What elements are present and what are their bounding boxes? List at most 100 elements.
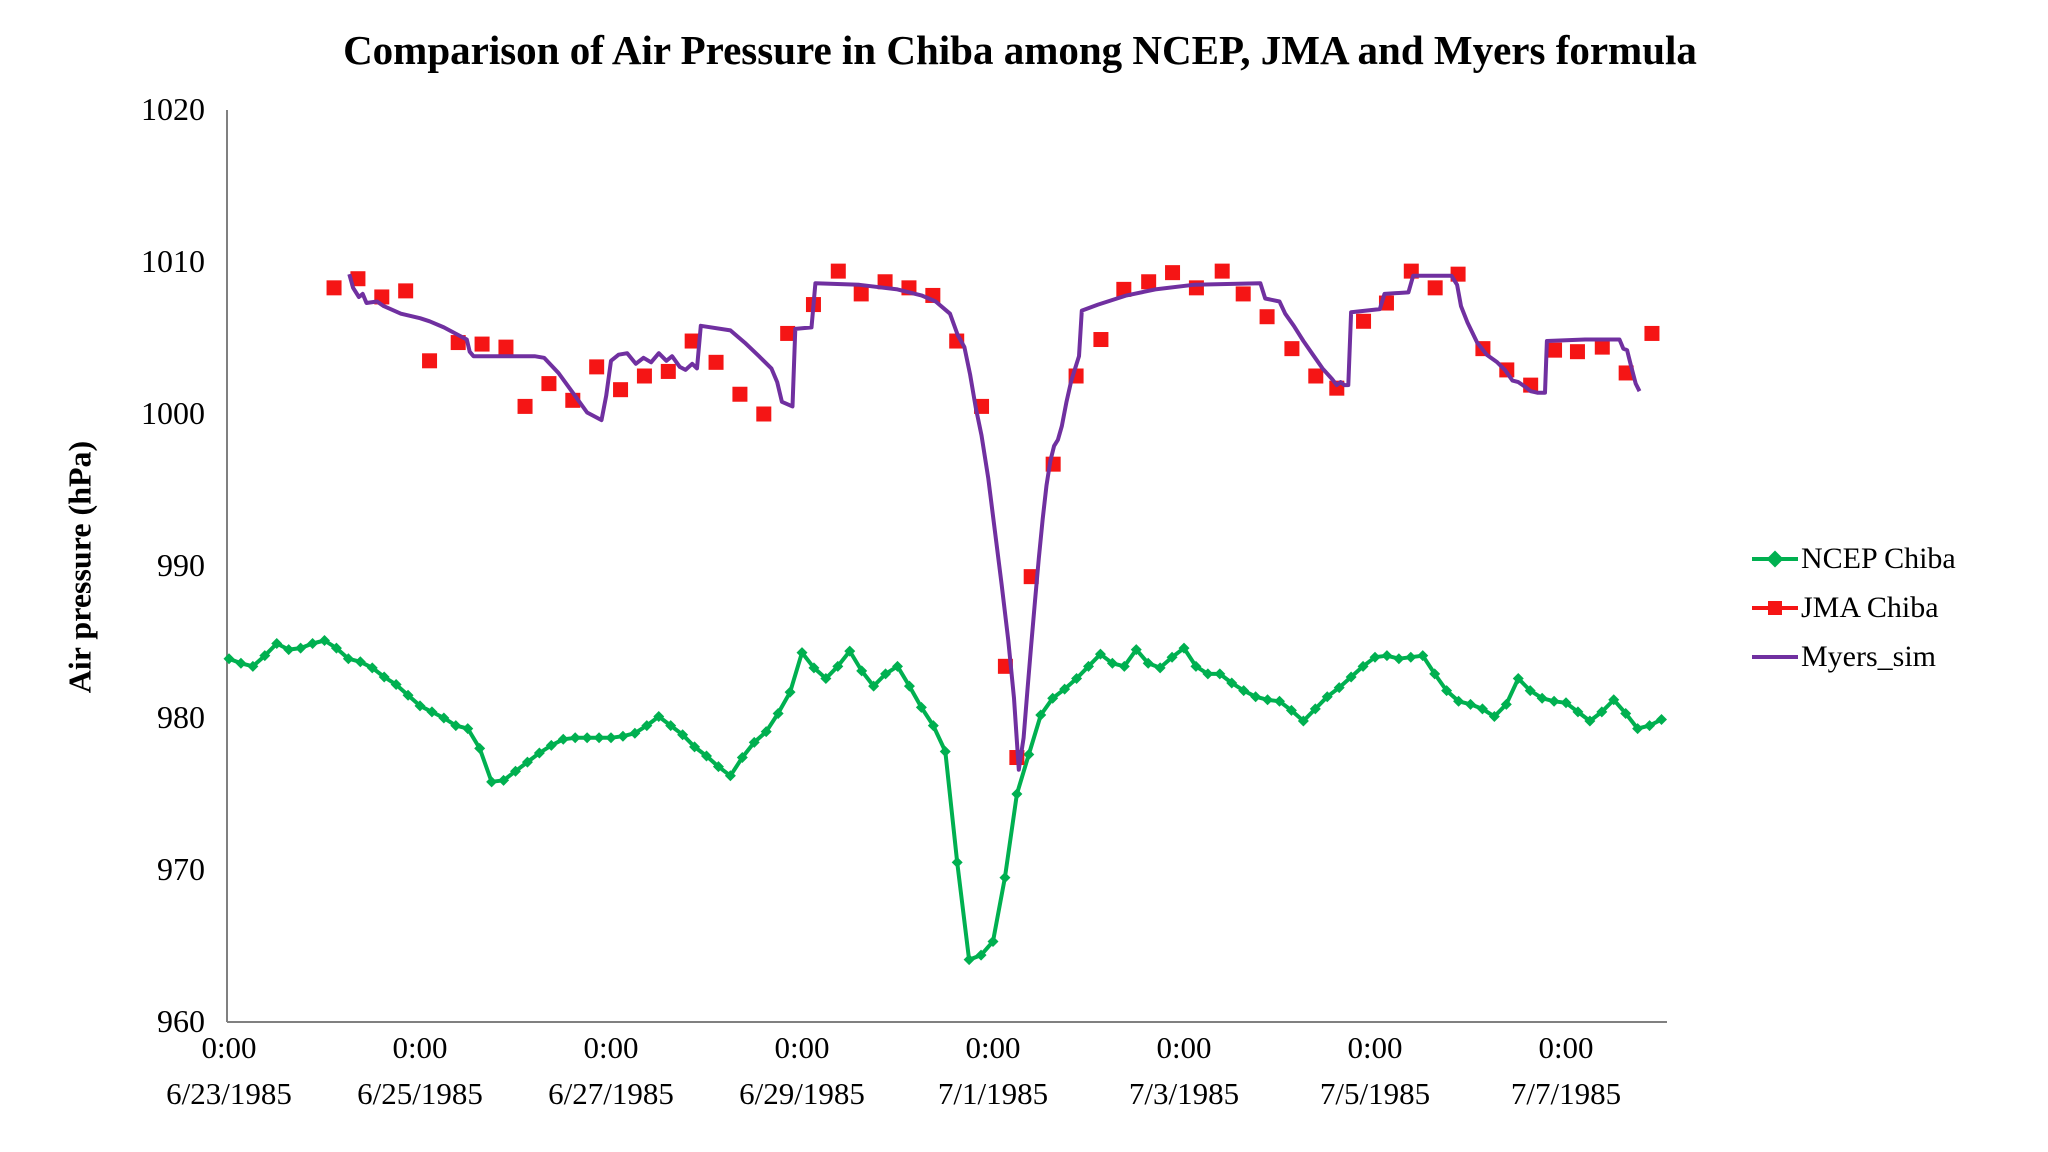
marker-diamond-ncep-chiba <box>510 765 521 777</box>
marker-diamond-ncep-chiba <box>366 662 378 674</box>
x-tick-time-label: 0:00 <box>965 1030 1020 1065</box>
marker-diamond-ncep-chiba <box>1262 694 1274 706</box>
marker-diamond-ncep-chiba <box>772 707 784 719</box>
marker-square-jma-chiba <box>830 263 846 279</box>
marker-diamond-ncep-chiba <box>927 720 939 732</box>
marker-diamond-ncep-chiba <box>760 726 772 738</box>
marker-diamond-ncep-chiba <box>533 747 545 759</box>
marker-diamond-ncep-chiba <box>605 732 617 744</box>
marker-diamond-ncep-chiba <box>271 638 283 650</box>
marker-diamond-ncep-chiba <box>259 650 271 662</box>
x-tick-date-label: 6/23/1985 <box>166 1076 292 1111</box>
marker-diamond-ncep-chiba <box>1536 692 1548 704</box>
square-marker-icon <box>1768 600 1782 615</box>
marker-square-jma-chiba <box>1284 341 1300 357</box>
marker-diamond-ncep-chiba <box>1369 651 1381 663</box>
marker-diamond-ncep-chiba <box>450 720 462 732</box>
marker-diamond-ncep-chiba <box>1238 685 1250 697</box>
marker-square-jma-chiba <box>708 354 724 370</box>
marker-diamond-ncep-chiba <box>820 672 832 684</box>
marker-diamond-ncep-chiba <box>975 949 987 961</box>
marker-diamond-ncep-chiba <box>1512 672 1524 684</box>
marker-diamond-ncep-chiba <box>1441 685 1453 697</box>
legend-row-myers-sim: Myers_sim <box>1752 632 1956 681</box>
x-tick-date-label: 6/25/1985 <box>357 1076 483 1111</box>
marker-square-jma-chiba <box>853 286 869 302</box>
marker-diamond-ncep-chiba <box>247 660 259 672</box>
legend-diamond-icon <box>1752 548 1798 570</box>
legend: NCEP Chiba JMA Chiba Myers_sim <box>1752 534 1956 681</box>
marker-square-jma-chiba <box>1569 344 1585 360</box>
marker-square-jma-chiba <box>1427 280 1443 296</box>
marker-diamond-ncep-chiba <box>701 750 712 762</box>
legend-row-jma-chiba: JMA Chiba <box>1752 583 1956 632</box>
marker-diamond-ncep-chiba <box>1656 714 1667 726</box>
marker-diamond-ncep-chiba <box>1190 660 1202 672</box>
marker-diamond-ncep-chiba <box>808 662 820 674</box>
x-tick-time-label: 0:00 <box>1347 1030 1402 1065</box>
marker-diamond-ncep-chiba <box>438 712 450 724</box>
x-tick-date-label: 6/27/1985 <box>548 1076 674 1111</box>
marker-diamond-ncep-chiba <box>1130 644 1142 656</box>
x-tick-time-label: 0:00 <box>1156 1030 1211 1065</box>
marker-diamond-ncep-chiba <box>1321 691 1333 703</box>
y-tick-label: 1010 <box>141 243 205 279</box>
marker-diamond-ncep-chiba <box>378 671 390 683</box>
marker-diamond-ncep-chiba <box>915 701 927 713</box>
x-tick-time-label: 0:00 <box>201 1030 256 1065</box>
marker-diamond-ncep-chiba <box>521 756 533 768</box>
marker-diamond-ncep-chiba <box>1118 660 1130 672</box>
x-tick-date-label: 7/7/1985 <box>1511 1076 1621 1111</box>
y-tick-label: 960 <box>157 1003 205 1039</box>
marker-diamond-ncep-chiba <box>1465 698 1476 710</box>
marker-diamond-ncep-chiba <box>784 686 796 698</box>
marker-diamond-ncep-chiba <box>665 720 677 732</box>
marker-diamond-ncep-chiba <box>999 872 1011 884</box>
marker-diamond-ncep-chiba <box>1297 715 1309 727</box>
marker-square-jma-chiba <box>541 376 557 392</box>
marker-diamond-ncep-chiba <box>987 935 999 947</box>
marker-diamond-ncep-chiba <box>307 638 319 650</box>
marker-diamond-ncep-chiba <box>653 710 665 722</box>
x-tick-time-label: 0:00 <box>583 1030 638 1065</box>
marker-diamond-ncep-chiba <box>1608 694 1620 706</box>
legend-square-icon <box>1752 597 1798 619</box>
marker-diamond-ncep-chiba <box>1548 695 1560 707</box>
marker-diamond-ncep-chiba <box>1560 697 1572 709</box>
marker-diamond-ncep-chiba <box>1166 651 1178 663</box>
legend-line-swatch <box>1752 654 1798 659</box>
marker-square-jma-chiba <box>350 271 366 287</box>
marker-diamond-ncep-chiba <box>1345 671 1357 683</box>
series-jma-chiba <box>326 263 1660 766</box>
marker-diamond-ncep-chiba <box>629 727 641 739</box>
marker-square-jma-chiba <box>1308 368 1324 384</box>
marker-square-jma-chiba <box>1093 332 1109 348</box>
marker-diamond-ncep-chiba <box>1488 710 1500 722</box>
marker-square-jma-chiba <box>613 382 629 398</box>
marker-diamond-ncep-chiba <box>569 732 581 744</box>
marker-diamond-ncep-chiba <box>903 680 915 692</box>
marker-diamond-ncep-chiba <box>1142 657 1154 669</box>
x-tick-date-label: 7/5/1985 <box>1320 1076 1430 1111</box>
marker-diamond-ncep-chiba <box>295 642 307 654</box>
x-tick-date-label: 6/29/1985 <box>739 1076 865 1111</box>
marker-diamond-ncep-chiba <box>951 856 963 868</box>
marker-diamond-ncep-chiba <box>223 653 235 665</box>
marker-diamond-ncep-chiba <box>235 657 247 669</box>
marker-diamond-ncep-chiba <box>1393 653 1405 665</box>
series-line-myers-sim <box>347 273 1642 772</box>
marker-diamond-ncep-chiba <box>1154 662 1166 674</box>
marker-diamond-ncep-chiba <box>1632 723 1644 735</box>
marker-diamond-ncep-chiba <box>1333 682 1345 694</box>
y-tick-label: 980 <box>157 699 205 735</box>
y-tick-label: 1020 <box>141 91 205 127</box>
marker-diamond-ncep-chiba <box>283 644 295 656</box>
marker-diamond-ncep-chiba <box>1094 648 1106 660</box>
marker-diamond-ncep-chiba <box>617 730 629 742</box>
marker-diamond-ncep-chiba <box>426 706 438 718</box>
marker-diamond-ncep-chiba <box>1178 642 1190 654</box>
legend-line-icon <box>1752 646 1798 668</box>
marker-diamond-ncep-chiba <box>748 736 760 748</box>
